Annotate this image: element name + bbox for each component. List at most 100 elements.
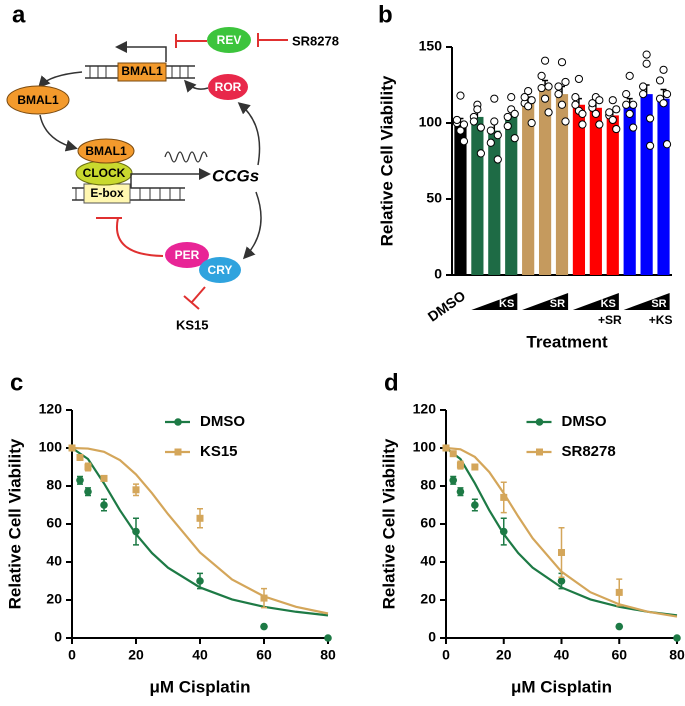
data-point [520,93,529,102]
y-tick-label: 80 [420,477,436,493]
arrow [37,71,83,89]
data-point [544,108,553,117]
data-point [662,90,672,99]
data-point [510,109,519,118]
diagram: a BMAL1 REV SR8278 ROR BMAL1 E-box CLOCK… [6,1,339,332]
data-point [459,120,469,129]
fit-curve [71,447,329,617]
data-point [260,594,268,602]
data-point [561,77,570,87]
y-tick-label: 60 [420,515,436,531]
x-tick-label: 80 [669,647,685,663]
data-point [537,71,546,80]
data-point [486,126,495,135]
data-point [76,454,84,461]
data-point [557,100,567,109]
y-tick-label: 100 [413,439,437,455]
data-point [642,50,651,59]
y-tick-label: 0 [54,629,62,645]
cry-node [199,257,241,283]
gene-box [117,62,167,82]
x-tick-label: 80 [320,647,336,663]
data-point [527,96,536,105]
rev-label: REV [217,33,242,47]
data-point [493,131,502,140]
data-point [629,100,638,109]
data-point [490,94,499,103]
inhibit [175,34,207,48]
y-tick-label: 80 [46,477,62,493]
data-point [100,474,108,482]
data-point [500,493,508,501]
y-axis-label: Relative Cell Viability [5,438,24,609]
cbmal1-label: BMAL1 [85,144,127,158]
data-point [456,461,464,469]
bar [505,116,518,275]
data-point [449,450,457,458]
y-tick-label: 100 [419,114,443,130]
data-point [557,58,567,67]
y-tick-label: 100 [39,439,63,455]
y-tick-label: 120 [39,401,63,417]
data-point [557,577,566,585]
legend-label: DMSO [562,413,607,430]
bar [640,94,653,276]
data-point [588,99,597,108]
wave [164,151,208,163]
data-point [510,134,519,143]
data-point [476,149,485,158]
data-point [646,114,655,123]
data-point [449,476,458,485]
group-label: SR [550,298,565,310]
x-tick-label: 0 [442,647,450,663]
data-point [260,622,268,631]
arrow [183,79,209,93]
y-tick-label: 120 [413,401,437,417]
data-point [456,487,465,496]
group-label: DMSO [425,287,469,324]
bar [572,104,586,275]
panel-label: b [378,1,393,28]
data-point [608,96,617,105]
data-point [503,121,512,131]
clock-label: CLOCK [83,166,126,180]
data-point [554,82,563,91]
gene-label: BMAL1 [121,64,163,78]
inhibit [96,217,164,257]
data-point [540,56,550,65]
data-point [625,71,634,80]
bar [488,130,501,275]
per-label: PER [175,248,200,262]
dose-ramp [471,293,518,310]
data-point [639,90,648,99]
ccgs-label: CCGs [212,166,259,185]
y-tick-label: 0 [428,629,436,645]
group-sublabel: +KS [649,313,673,327]
bar [522,103,535,276]
data-point [535,418,544,426]
bar [471,116,484,275]
data-point [473,105,482,114]
data-point [493,155,502,164]
data-point [622,90,631,99]
data-point [622,100,631,109]
data-point [608,115,617,125]
data-point [659,65,668,74]
dose-ramp [572,293,619,310]
data-point [524,102,533,111]
panel-label: a [12,1,26,28]
data-point [612,105,621,114]
data-point [456,126,465,135]
data-point [673,634,681,642]
data-point [595,120,604,129]
bar [555,94,569,276]
data-point [540,94,550,103]
y-tick-label: 0 [434,266,442,282]
cbmal1-node [77,138,135,164]
data-point [84,463,92,471]
data-point [544,82,553,91]
ror-label: ROR [215,80,242,94]
data-point [615,622,624,631]
data-point [196,514,204,522]
